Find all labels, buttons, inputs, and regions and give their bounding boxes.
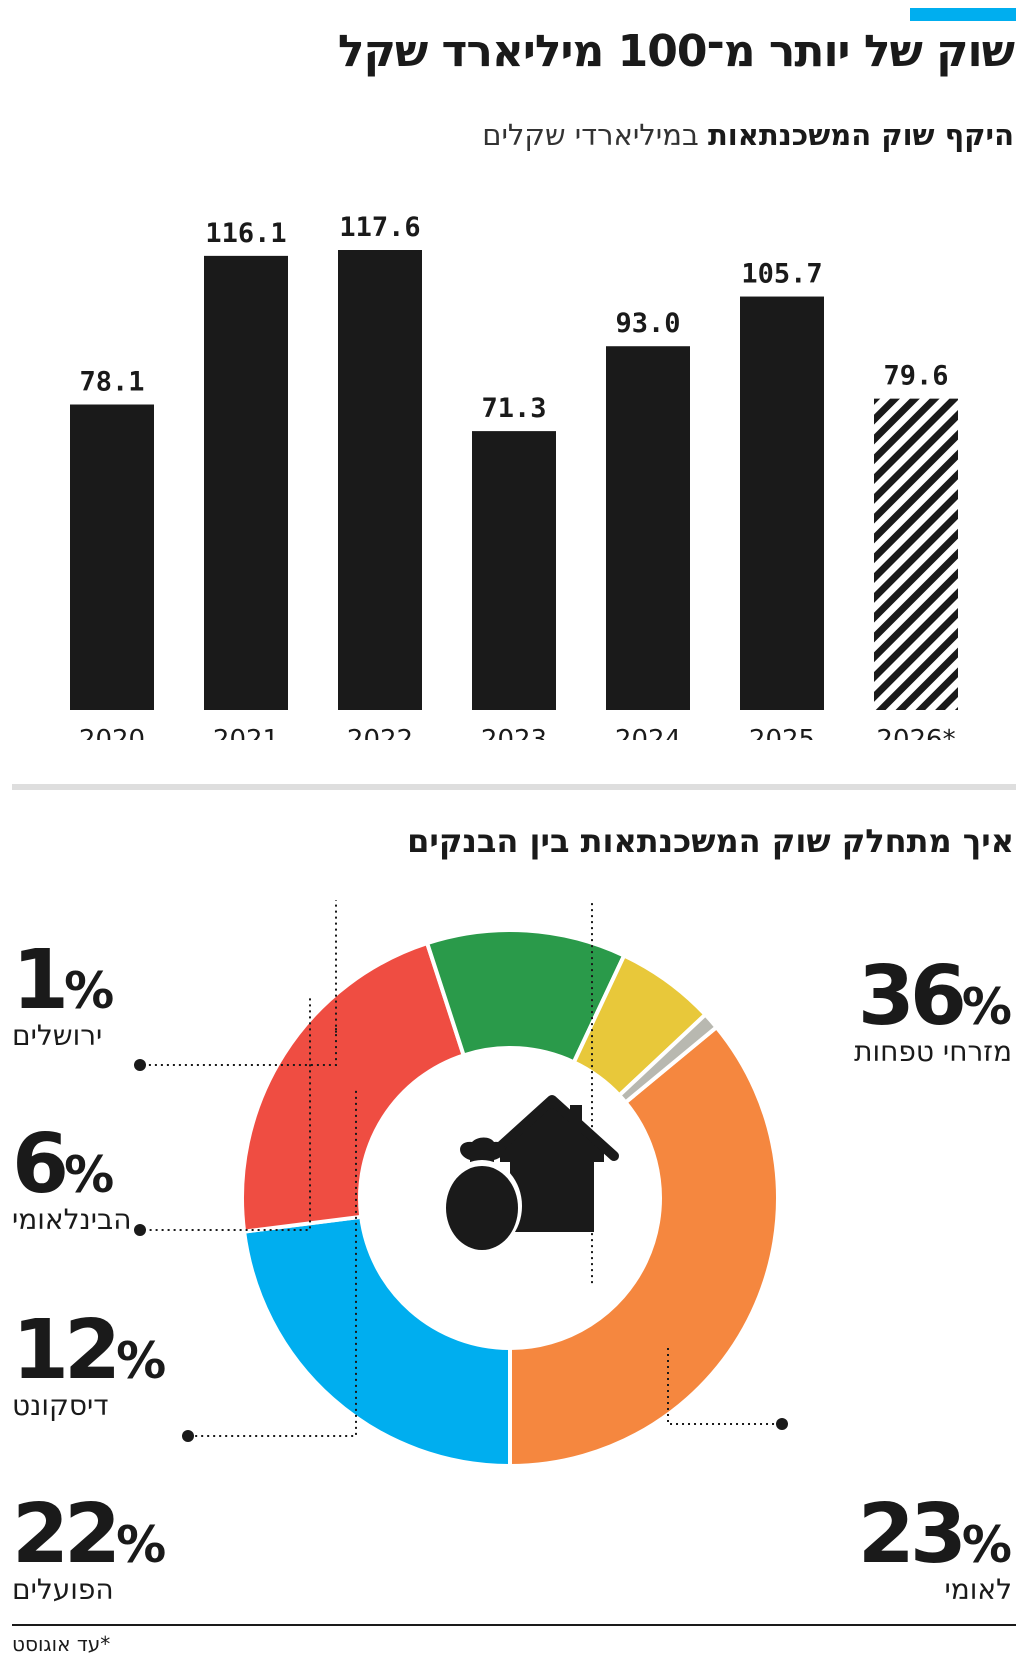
slice-label-discount: דיסקונט xyxy=(12,1389,109,1422)
bar-2022 xyxy=(338,250,422,710)
bar-value-label: 105.7 xyxy=(741,259,822,290)
slice-percent-mizrahi: 36% xyxy=(857,949,1012,1044)
x-tick-label: 2025 xyxy=(749,725,815,740)
slice-jerusalem xyxy=(616,1011,720,1106)
leader-dot xyxy=(134,1224,146,1236)
section-title: איך מתחלק שוק המשכנתאות בין הבנקים xyxy=(407,822,1014,860)
slice-percent-leumi: 23% xyxy=(857,1487,1012,1582)
page-title: שוק של יותר מ־100 מיליארד שקל xyxy=(337,26,1015,77)
subtitle-unit: במיליארדי שקלים xyxy=(482,118,699,152)
leader-dot xyxy=(182,1430,194,1442)
accent-bar xyxy=(910,8,1016,21)
bar-value-label: 117.6 xyxy=(339,212,420,243)
bar-value-label: 116.1 xyxy=(205,218,286,249)
leader-dot xyxy=(776,1418,788,1430)
leader-dot xyxy=(134,1059,146,1071)
leader-line-hapoalim xyxy=(188,1090,357,1437)
subtitle-bold: היקף שוק המשכנתאות xyxy=(707,118,1014,152)
slice-leumi xyxy=(241,1214,512,1469)
slice-label-mizrahi: מזרחי טפחות xyxy=(854,1035,1012,1068)
x-tick-label: 2026* xyxy=(876,725,955,740)
bar-value-label: 71.3 xyxy=(481,393,546,424)
slice-percent-beinleumi: 6% xyxy=(12,1117,115,1212)
slice-hapoalim xyxy=(240,940,467,1234)
slice-label-leumi: לאומי xyxy=(944,1573,1012,1606)
slice-label-beinleumi: הבינלאומי xyxy=(12,1203,132,1236)
footnote: *עד אוגוסט xyxy=(12,1632,111,1656)
slice-percent-hapoalim: 22% xyxy=(12,1487,167,1582)
bar-2024 xyxy=(606,346,690,710)
slice-label-hapoalim: הפועלים xyxy=(12,1573,114,1606)
bar-2023 xyxy=(472,431,556,710)
slice-percent-discount: 12% xyxy=(12,1303,167,1398)
leader-line-beinleumi xyxy=(140,1028,337,1066)
bar-value-label: 78.1 xyxy=(79,367,144,398)
slice-mizrahi xyxy=(508,1024,780,1469)
bar-value-label: 79.6 xyxy=(883,361,948,392)
x-tick-label: 2022 xyxy=(347,725,413,740)
bar-value-label: 93.0 xyxy=(615,308,680,339)
money-bag-house-icon xyxy=(442,1092,621,1252)
bar-2026 xyxy=(874,398,958,710)
chart-subtitle: היקף שוק המשכנתאות במיליארדי שקלים xyxy=(482,118,1014,152)
section-divider xyxy=(12,784,1016,790)
bar-2021 xyxy=(204,255,288,710)
leader-line-leumi xyxy=(667,1348,782,1425)
x-tick-label: 2021 xyxy=(213,725,279,740)
slice-percent-jerusalem: 1% xyxy=(12,933,115,1028)
bar-2025 xyxy=(740,296,824,710)
bar-2020 xyxy=(70,404,154,710)
leader-line-jerusalem xyxy=(335,900,337,1033)
x-tick-label: 2023 xyxy=(481,725,547,740)
bottom-rule xyxy=(12,1624,1016,1626)
bar-chart: 78.1 2020 116.1 2021 117.6 2022 71.3 2023 93.0 20… xyxy=(70,212,958,740)
slice-label-jerusalem: ירושלים xyxy=(12,1019,103,1052)
x-tick-label: 2020 xyxy=(79,725,145,740)
x-tick-label: 2024 xyxy=(615,725,681,740)
donut-chart xyxy=(134,900,788,1469)
